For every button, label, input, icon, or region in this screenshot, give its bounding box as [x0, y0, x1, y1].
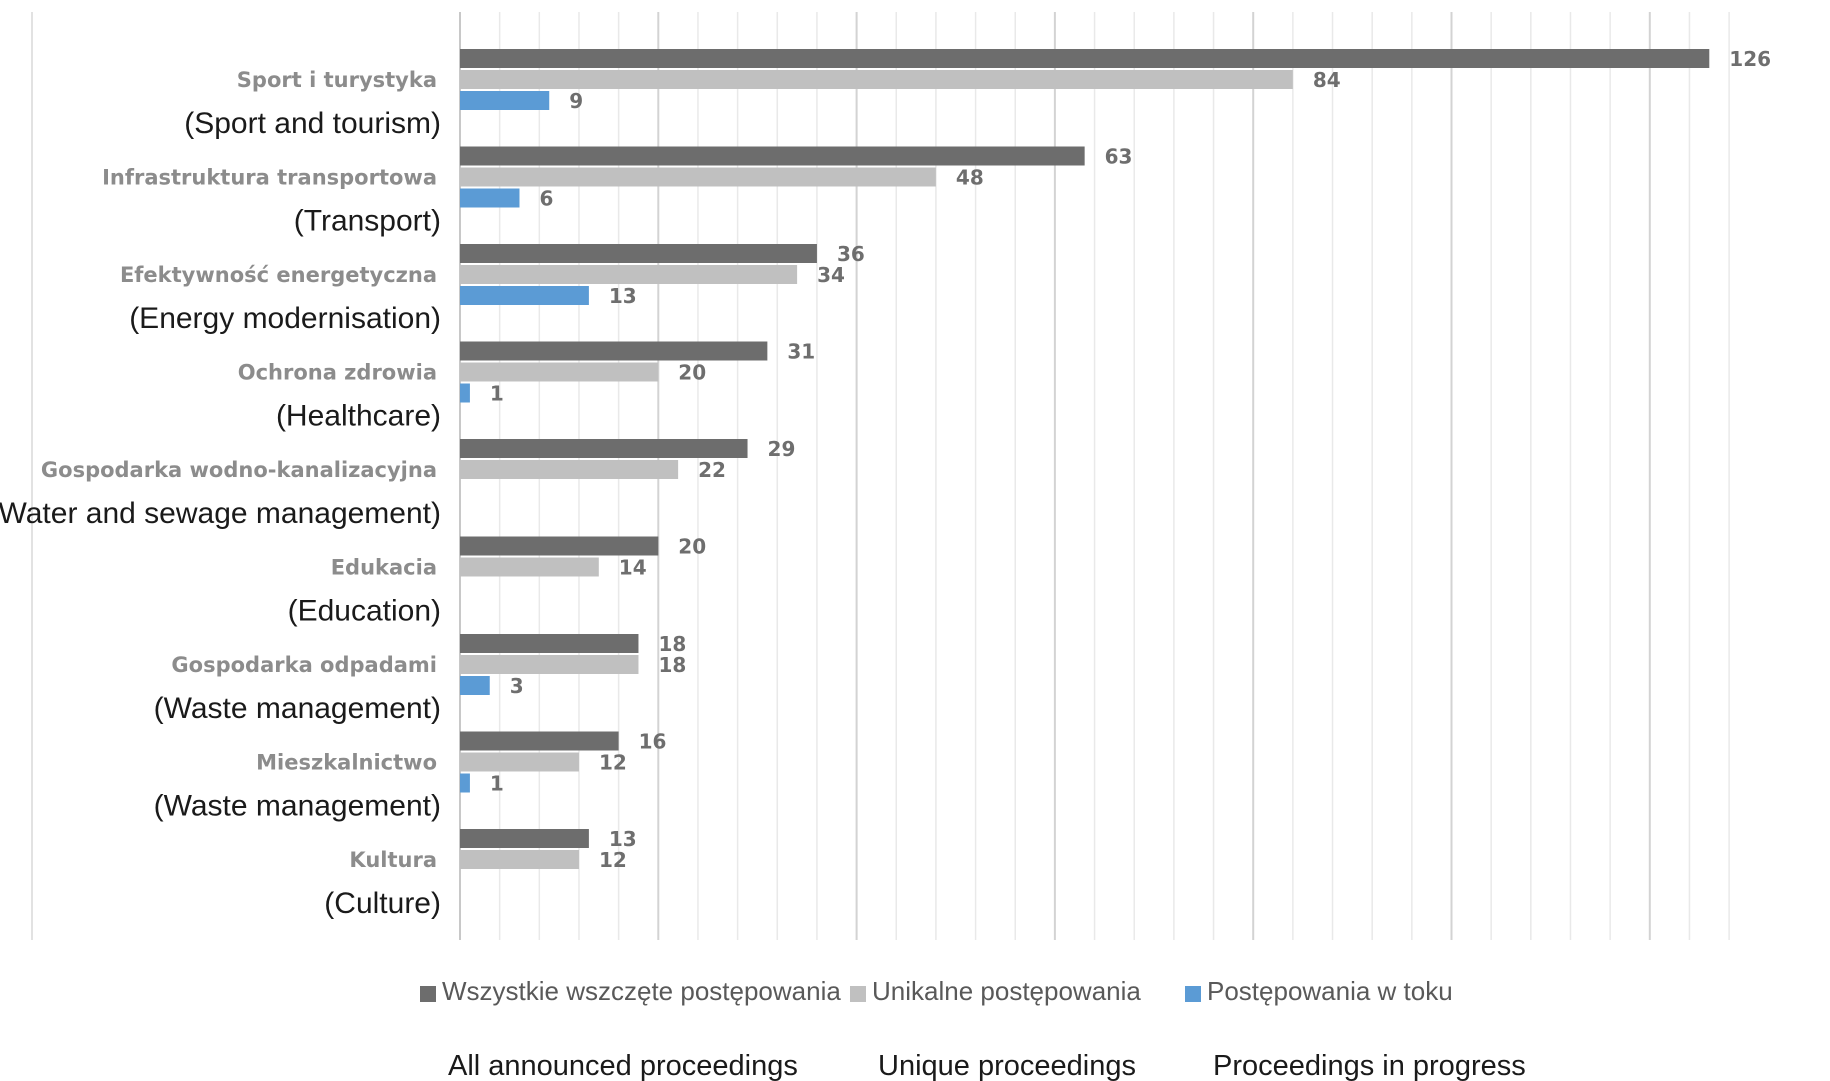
category-labels: Sport i turystyka (Sport and tourism) Infr… [0, 68, 441, 920]
gridlines [31, 12, 1730, 940]
data-label: 84 [1313, 68, 1341, 92]
bar-s0-c6 [460, 634, 639, 653]
data-label: 18 [658, 632, 686, 656]
bar-s0-c7 [460, 731, 619, 751]
data-label: 9 [569, 89, 583, 113]
data-label: 126 [1729, 47, 1771, 71]
bar-s1-c5 [460, 557, 599, 577]
data-label: 31 [787, 340, 815, 364]
data-label: 14 [619, 556, 647, 580]
category-label-en: (Education) [288, 595, 441, 628]
legend-label-en: Proceedings in progress [1213, 1050, 1526, 1081]
bar-s2-c7 [460, 773, 470, 793]
category-label-en: (Energy modernisation) [129, 302, 441, 335]
data-label: 3 [510, 674, 524, 698]
data-label: 20 [678, 535, 706, 559]
data-label: 13 [609, 827, 637, 851]
category-label-en: (Sport and tourism) [184, 107, 441, 140]
data-label: 12 [599, 751, 627, 775]
bars: 1268496348636341331201292220141818316121… [460, 47, 1771, 872]
bar-s0-c0 [460, 49, 1710, 68]
legend-swatch [850, 986, 866, 1002]
bar-s0-c8 [460, 829, 589, 848]
legend-label-en: Unique proceedings [878, 1050, 1136, 1081]
legend-label-pl: Wszystkie wszczęte postępowania [442, 976, 841, 1006]
bar-s2-c1 [460, 188, 520, 208]
bar-s0-c1 [460, 146, 1085, 166]
data-label: 36 [837, 242, 865, 266]
data-label: 20 [678, 361, 706, 385]
category-label-pl: Gospodarka odpadami [171, 653, 437, 677]
bar-s1-c4 [460, 460, 679, 479]
bar-s1-c6 [460, 655, 639, 674]
category-label-en: (Culture) [324, 887, 441, 920]
bar-s2-c3 [460, 383, 470, 403]
data-label: 1 [490, 772, 504, 796]
data-label: 13 [609, 284, 637, 308]
legend-label-pl: Unikalne postępowania [872, 976, 1141, 1006]
data-label: 29 [768, 437, 796, 461]
data-label: 12 [599, 848, 627, 872]
legend-label-en: All announced proceedings [448, 1050, 798, 1081]
category-label-en: (Healthcare) [276, 400, 441, 433]
legend-label-pl: Postępowania w toku [1207, 976, 1453, 1006]
data-label: 6 [539, 187, 553, 211]
bar-s1-c8 [460, 850, 579, 869]
bar-s2-c6 [460, 676, 490, 695]
bar-s1-c3 [460, 362, 659, 382]
bar-s1-c0 [460, 70, 1293, 89]
category-label-pl: Mieszkalnictwo [256, 751, 437, 775]
legend: Wszystkie wszczęte postępowania All annou… [420, 976, 1526, 1081]
data-label: 16 [639, 730, 667, 754]
category-label-pl: Ochrona zdrowia [238, 361, 437, 385]
data-label: 34 [817, 263, 845, 287]
bar-s1-c7 [460, 752, 579, 772]
data-label: 22 [698, 458, 726, 482]
legend-swatch [420, 986, 436, 1002]
category-label-en: (Waste management) [154, 790, 441, 823]
data-label: 1 [490, 382, 504, 406]
category-label-en: (Waste management) [154, 692, 441, 725]
bar-s2-c0 [460, 91, 550, 110]
data-label: 63 [1105, 145, 1133, 169]
category-label-pl: Infrastruktura transportowa [102, 166, 437, 190]
bar-s1-c1 [460, 167, 936, 187]
category-label-pl: Sport i turystyka [237, 68, 437, 92]
bar-s0-c3 [460, 341, 768, 361]
bar-s0-c2 [460, 244, 817, 263]
category-label-pl: Edukacia [331, 556, 437, 580]
bar-s1-c2 [460, 265, 798, 284]
bar-s0-c4 [460, 439, 748, 458]
legend-swatch [1185, 986, 1201, 1002]
category-label-en: (Water and sewage management) [0, 497, 441, 530]
category-label-pl: Gospodarka wodno-kanalizacyjna [41, 458, 437, 482]
data-label: 18 [658, 653, 686, 677]
category-label-pl: Efektywność energetyczna [120, 263, 437, 287]
bar-s2-c2 [460, 286, 589, 305]
data-label: 48 [956, 166, 984, 190]
bar-s0-c5 [460, 536, 659, 556]
category-label-en: (Transport) [294, 205, 441, 238]
category-label-pl: Kultura [349, 848, 437, 872]
